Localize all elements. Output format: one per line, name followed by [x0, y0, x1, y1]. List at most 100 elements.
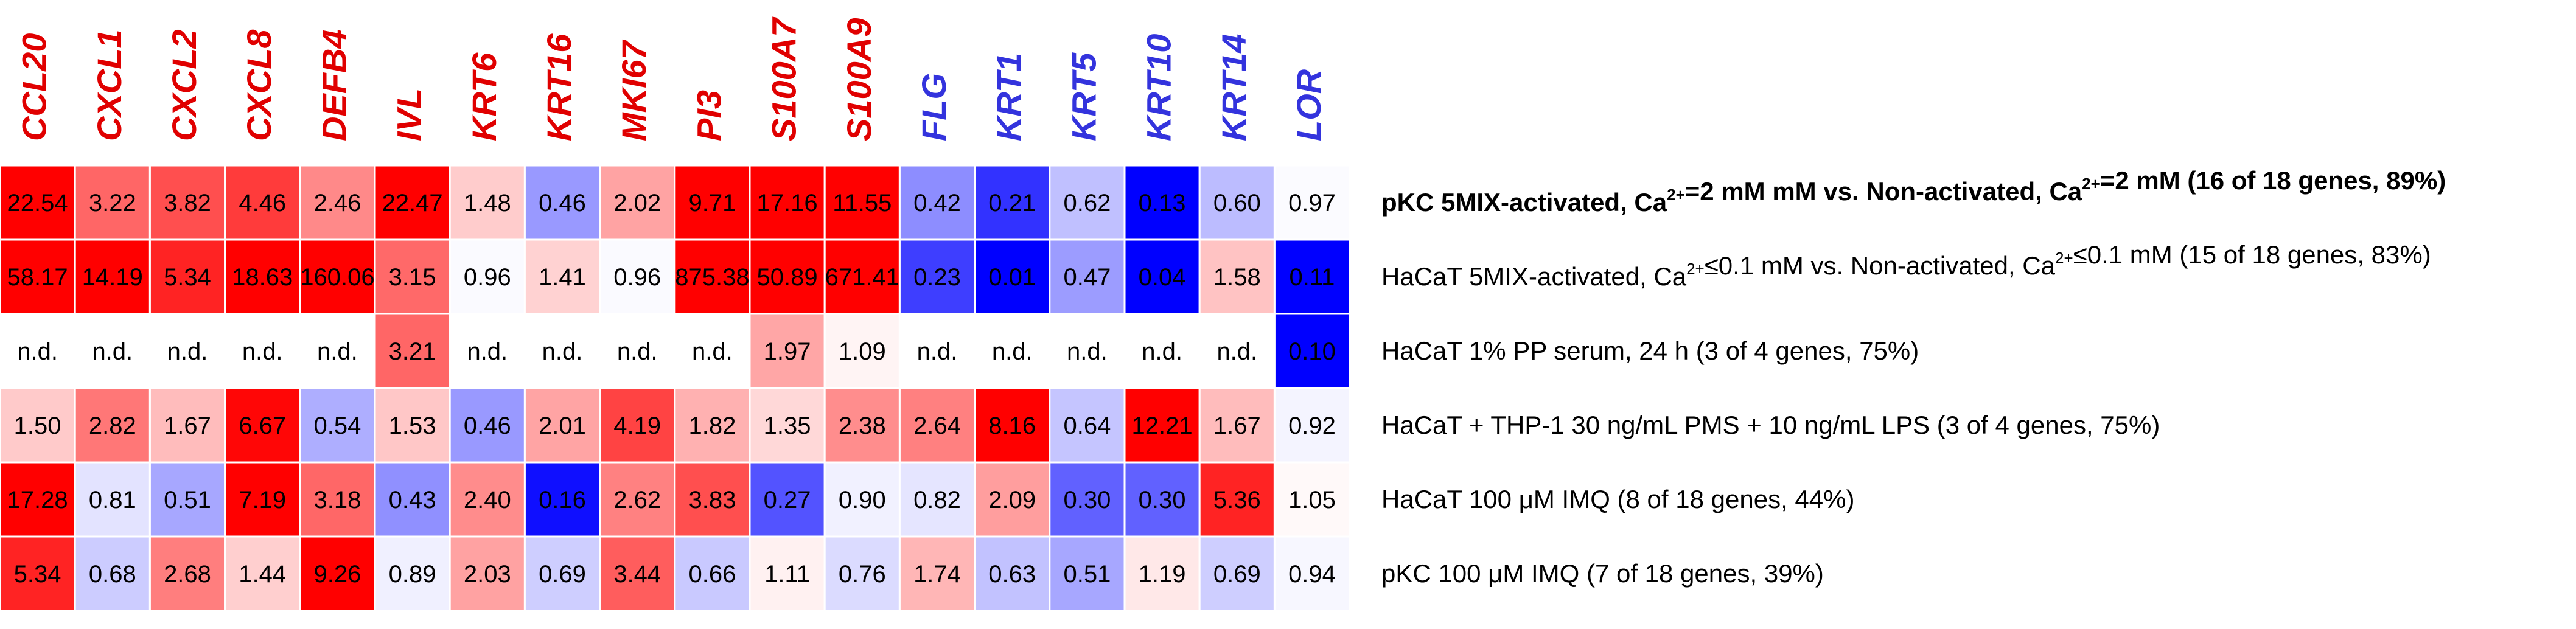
- heatmap-cell: [299, 387, 376, 464]
- cell-value: 0.60: [1213, 190, 1261, 217]
- cell-value: 0.89: [389, 561, 436, 588]
- cell-value: 0.23: [913, 264, 961, 291]
- row-label-5: HaCaT 100 μM IMQ (8 of 18 genes, 44%): [1381, 485, 1854, 513]
- cell-value: 4.19: [613, 412, 661, 439]
- cell-value: n.d.: [17, 338, 58, 365]
- cell-value: 2.64: [913, 412, 961, 439]
- heatmap-cell: [449, 164, 526, 241]
- heatmap-cell: [1273, 313, 1351, 389]
- heatmap-cell: [1049, 387, 1126, 464]
- cell-value: n.d.: [1216, 338, 1257, 365]
- heatmap-cell: [1123, 535, 1201, 612]
- cell-value: 0.46: [464, 412, 511, 439]
- heatmap-cell: [898, 461, 976, 538]
- gene-label-krt10: KRT10: [1140, 34, 1178, 141]
- cell-value: 0.10: [1288, 338, 1336, 365]
- cell-value: 5.34: [14, 561, 61, 588]
- cell-value: 875.38: [675, 264, 749, 291]
- heatmap-cell: [974, 461, 1051, 538]
- heatmap-cell: [449, 535, 526, 612]
- row-label-1: pKC 5MIX-activated, Ca2+=2 mM mM vs. Non…: [1381, 166, 2446, 217]
- heatmap-cell: [1273, 535, 1351, 612]
- cell-value: n.d.: [1142, 338, 1182, 365]
- heatmap-cell: [299, 535, 376, 612]
- cell-value: 0.97: [1288, 190, 1336, 217]
- heatmap-cell: [74, 238, 151, 315]
- heatmap-cell: [449, 238, 526, 315]
- cell-value: 1.53: [389, 412, 436, 439]
- cell-value: 0.21: [988, 190, 1036, 217]
- gene-label-defb4: DEFB4: [315, 29, 353, 141]
- heatmap-cell: [0, 238, 76, 315]
- gene-label-flg: FLG: [915, 73, 953, 141]
- cell-value: 0.64: [1063, 412, 1111, 439]
- heatmap-cell: [148, 387, 226, 464]
- gene-label-s100a9: S100A9: [840, 18, 878, 141]
- cell-value: n.d.: [617, 338, 658, 365]
- heatmap-cell: [74, 313, 151, 389]
- cell-value: 0.47: [1063, 264, 1111, 291]
- heatmap-cell: [74, 535, 151, 612]
- heatmap-cell: [1273, 164, 1351, 241]
- cell-value: 2.82: [89, 412, 136, 439]
- cell-value: 1.41: [539, 264, 586, 291]
- cell-value: 671.41: [825, 264, 899, 291]
- heatmap-cell: [224, 164, 301, 241]
- cell-value: 0.69: [539, 561, 586, 588]
- cell-value: 0.42: [913, 190, 961, 217]
- gene-label-pi3: PI3: [689, 90, 728, 141]
- heatmap-cell: [449, 387, 526, 464]
- heatmap-cell: [374, 387, 451, 464]
- cell-value: 3.82: [164, 190, 211, 217]
- gene-label-cxcl2: CXCL2: [165, 29, 203, 141]
- heatmap-cell: [898, 238, 976, 315]
- cell-value: 4.46: [239, 190, 286, 217]
- cell-value: 0.01: [988, 264, 1036, 291]
- heatmap-cell: [749, 387, 826, 464]
- gene-label-ccl20: CCL20: [15, 33, 54, 141]
- cell-value: 0.92: [1288, 412, 1336, 439]
- cell-value: n.d.: [1067, 338, 1108, 365]
- cell-value: 7.19: [239, 487, 286, 513]
- cell-value: n.d.: [467, 338, 508, 365]
- cell-value: 0.90: [839, 487, 886, 513]
- cell-value: 0.76: [839, 561, 886, 588]
- cell-value: 3.83: [688, 487, 736, 513]
- heatmap-cell: [449, 461, 526, 538]
- cell-value: 160.06: [300, 264, 374, 291]
- cell-value: 0.96: [464, 264, 511, 291]
- heatmap-cell: [898, 535, 976, 612]
- cell-value: 17.28: [7, 487, 68, 513]
- cell-value: 12.21: [1132, 412, 1193, 439]
- cell-value: 0.11: [1290, 264, 1335, 291]
- cell-value: 14.19: [82, 264, 143, 291]
- cell-value: n.d.: [542, 338, 583, 365]
- heatmap-cell: [674, 238, 751, 315]
- cell-value: 2.62: [613, 487, 661, 513]
- cell-value: 1.11: [764, 561, 810, 588]
- cell-value: 0.30: [1063, 487, 1111, 513]
- heatmap-cell: [1123, 238, 1201, 315]
- cell-value: 3.44: [613, 561, 661, 588]
- cell-value: 0.54: [313, 412, 361, 439]
- heatmap-cell: [823, 164, 901, 241]
- heatmap-cell: [1273, 461, 1351, 538]
- cell-value: 0.27: [764, 487, 811, 513]
- cell-value: 9.26: [313, 561, 361, 588]
- cell-value: n.d.: [92, 338, 133, 365]
- cell-value: n.d.: [692, 338, 733, 365]
- cell-value: n.d.: [917, 338, 958, 365]
- heatmap-cell: [523, 535, 601, 612]
- cell-value: 22.54: [7, 190, 68, 217]
- cell-value: 3.22: [89, 190, 136, 217]
- cell-value: 0.43: [389, 487, 436, 513]
- cell-value: 1.09: [839, 338, 886, 365]
- heatmap-cell: [1198, 238, 1276, 315]
- cell-value: 2.40: [464, 487, 511, 513]
- heatmap-cell: [749, 535, 826, 612]
- heatmap-cell: [299, 313, 376, 389]
- heatmap-cell: [523, 313, 601, 389]
- heatmap-cell: [224, 238, 301, 315]
- row-label-3: HaCaT 1% PP serum, 24 h (3 of 4 genes, 7…: [1381, 336, 1919, 365]
